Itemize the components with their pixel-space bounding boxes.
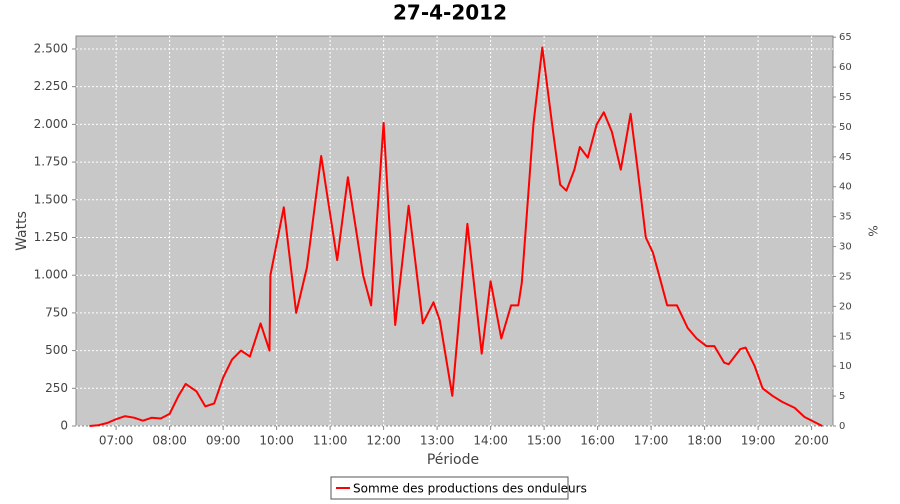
- x-axis-title: Période: [427, 452, 479, 468]
- legend: [330, 476, 569, 500]
- x-tick-label: 15:00: [527, 434, 562, 448]
- y-tick-label: 2.250: [34, 79, 68, 93]
- x-tick-label: 14:00: [473, 434, 508, 448]
- y2-tick-label: 50: [839, 122, 852, 133]
- y2-tick-label: 45: [839, 152, 852, 163]
- x-tick-label: 12:00: [366, 434, 401, 448]
- y2-tick-label: 10: [839, 361, 852, 372]
- x-tick-label: 16:00: [580, 434, 615, 448]
- y2-axis-title: %: [866, 225, 880, 236]
- y2-tick-label: 0: [839, 421, 845, 432]
- y2-tick-label: 25: [839, 271, 852, 282]
- x-tick-label: 10:00: [259, 434, 294, 448]
- x-tick-label: 19:00: [741, 434, 776, 448]
- x-tick-label: 09:00: [206, 434, 241, 448]
- y2-tick-label: 65: [839, 32, 852, 43]
- chart-title: 27-4-2012: [393, 1, 507, 25]
- legend-label: Somme des productions des onduleurs: [353, 482, 587, 496]
- y-tick-label: 750: [45, 305, 68, 319]
- y2-tick-label: 35: [839, 212, 852, 223]
- y2-tick-label: 30: [839, 242, 852, 253]
- y2-tick-label: 40: [839, 182, 852, 193]
- x-tick-label: 13:00: [420, 434, 455, 448]
- y-tick-label: 1.750: [34, 155, 68, 169]
- y-tick-label: 1.250: [34, 230, 68, 244]
- y-axis-title: Watts: [14, 211, 30, 251]
- data-line: [89, 46, 823, 427]
- y-tick-label: 2.000: [34, 117, 68, 131]
- y2-tick-label: 60: [839, 62, 852, 73]
- x-tick-label: 20:00: [794, 434, 829, 448]
- x-tick-label: 18:00: [687, 434, 722, 448]
- y-tick-label: 2.500: [34, 41, 68, 55]
- y2-tick-label: 5: [839, 391, 845, 402]
- y-tick-label: 0: [60, 419, 68, 433]
- y-tick-label: 250: [45, 381, 68, 395]
- x-tick-label: 08:00: [152, 434, 187, 448]
- x-tick-label: 11:00: [313, 434, 348, 448]
- x-tick-label: 17:00: [634, 434, 669, 448]
- y-tick-label: 500: [45, 343, 68, 357]
- y-tick-label: 1.500: [34, 192, 68, 206]
- y2-tick-label: 15: [839, 331, 852, 342]
- y-tick-label: 1.000: [34, 268, 68, 282]
- x-tick-label: 07:00: [99, 434, 134, 448]
- y2-tick-label: 55: [839, 92, 852, 103]
- y2-tick-label: 20: [839, 301, 852, 312]
